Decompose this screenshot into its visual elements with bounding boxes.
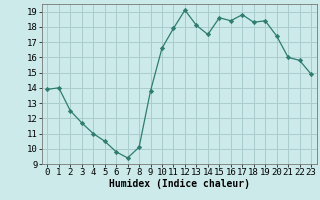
X-axis label: Humidex (Indice chaleur): Humidex (Indice chaleur) bbox=[109, 179, 250, 189]
